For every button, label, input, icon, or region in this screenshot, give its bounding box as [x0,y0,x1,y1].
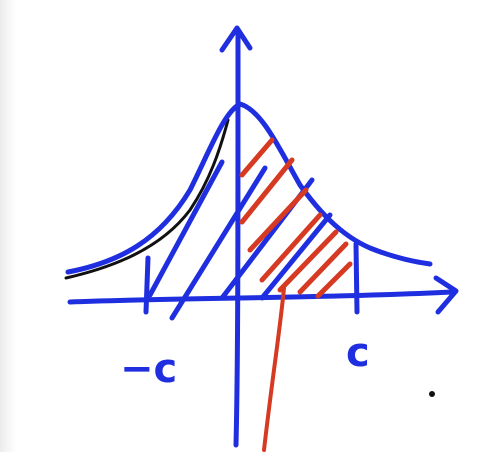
left-boundary-line [143,255,151,315]
red-hatch-3 [247,187,309,253]
label-minus-c: −c [120,346,177,392]
red-hatch-4 [259,212,323,283]
red-pointer-line [262,286,286,452]
label-c: c [346,330,370,376]
stray-dot [429,391,435,397]
right-boundary-line [353,241,360,315]
red-hatch-7 [315,261,353,299]
red-hatch-1 [239,137,275,178]
left-tail-black-stroke [64,118,230,280]
x-axis-arrowhead [433,275,459,315]
x-axis [67,289,455,305]
y-axis [233,27,241,448]
red-hatch-2 [239,157,295,225]
blue-hatch-2 [169,165,268,321]
red-hatch-6 [297,241,349,295]
blue-hatch-1 [147,159,225,298]
blue-hatch-4 [259,212,333,301]
bell-curve [65,101,433,275]
y-axis-arrowhead [219,25,253,53]
red-hatch-5 [277,229,339,293]
left-edge-shadow [0,0,16,452]
